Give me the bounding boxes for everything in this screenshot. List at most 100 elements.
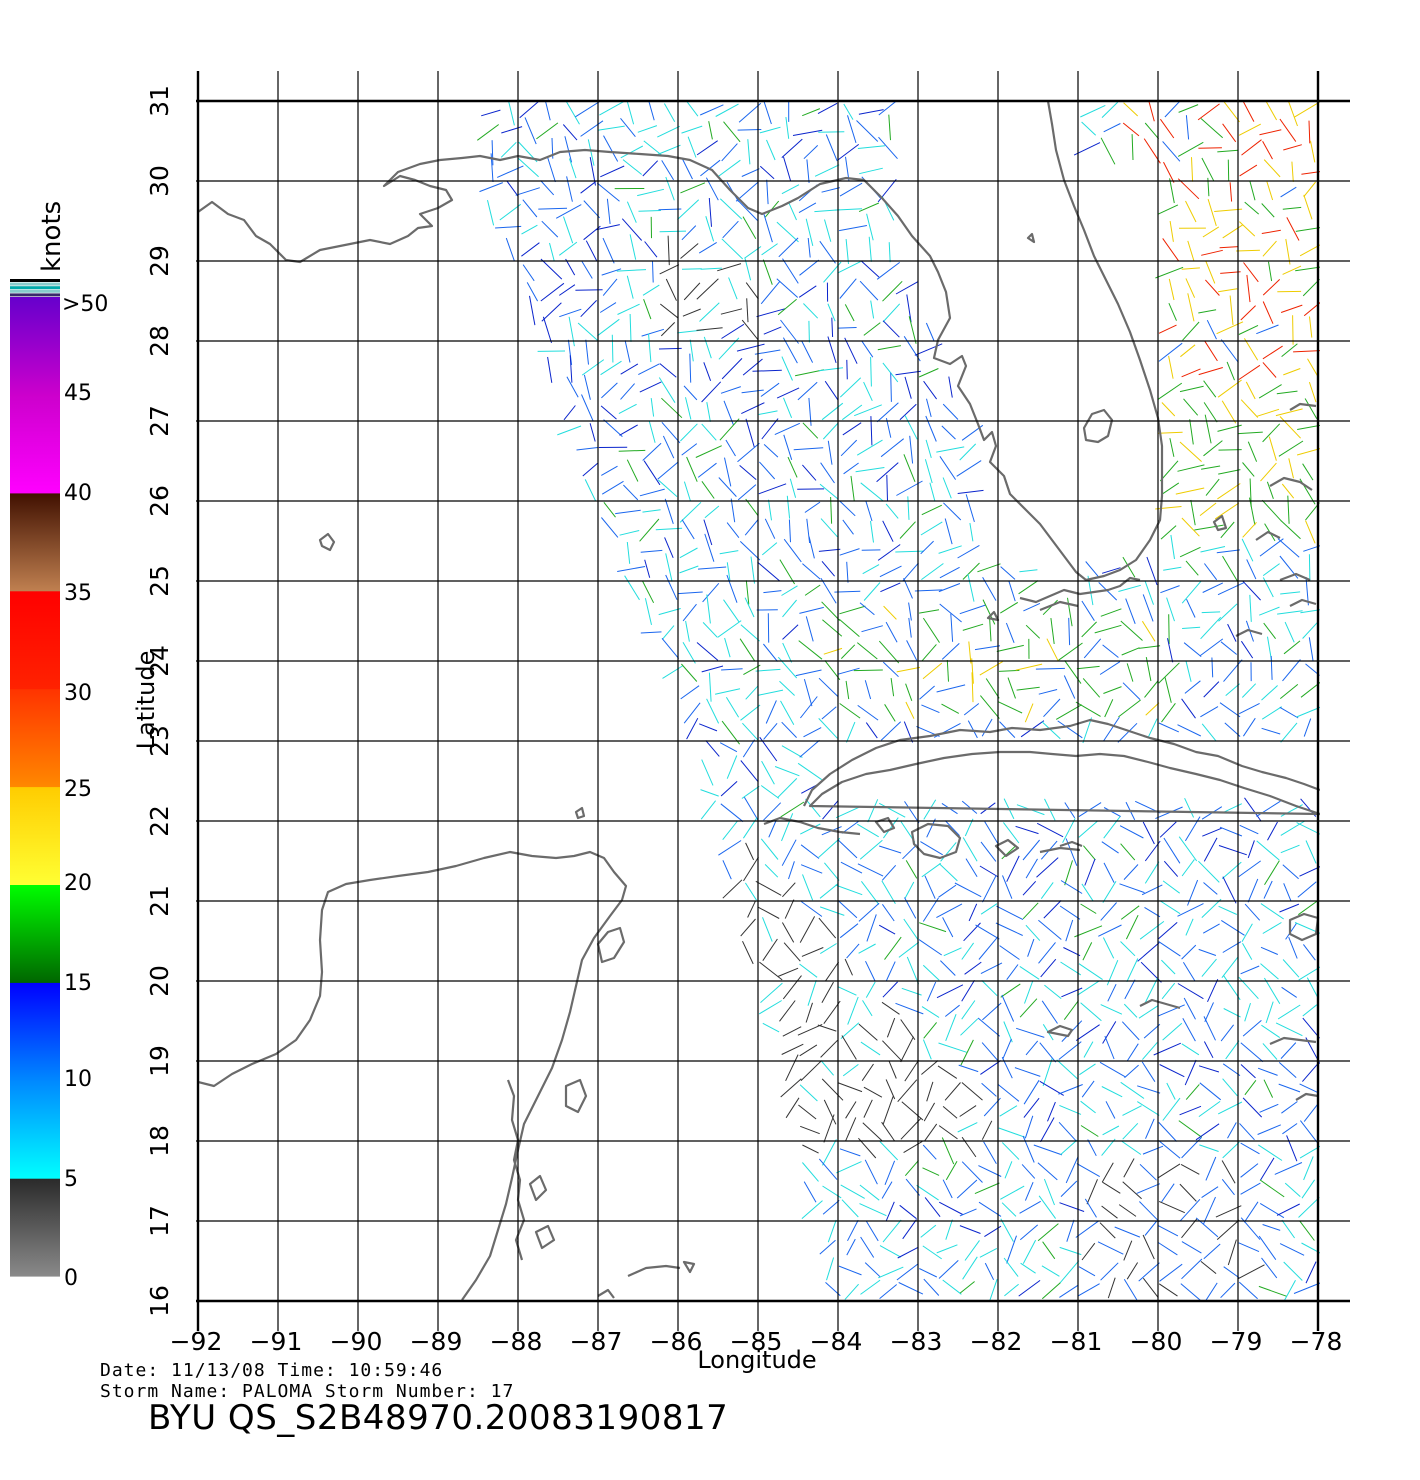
wind-barb [564, 136, 573, 163]
wind-barb [1262, 1224, 1281, 1231]
wind-barb [863, 582, 881, 601]
wind-barb [823, 1099, 837, 1125]
y-tick-label: 19 [145, 1045, 174, 1077]
colorbar-tick-label: 5 [64, 1167, 78, 1192]
wind-barb [643, 140, 662, 156]
wind-barb [1287, 101, 1298, 127]
wind-barb [962, 837, 978, 862]
wind-barb [840, 644, 856, 659]
wind-barb [547, 356, 553, 383]
wind-barb [963, 703, 980, 716]
wind-barb [1120, 1081, 1145, 1099]
wind-barb [960, 1018, 979, 1036]
wind-barb [942, 477, 952, 499]
wind-barb [717, 620, 742, 638]
wind-barb [1041, 1265, 1060, 1277]
wind-barb [1103, 123, 1121, 133]
wind-barb [1198, 860, 1220, 883]
wind-barb [1158, 722, 1180, 733]
wind-barb [759, 165, 775, 180]
wind-barb [1175, 487, 1205, 495]
wind-barb [820, 1039, 838, 1058]
wind-barb [907, 496, 910, 520]
wind-barb [626, 201, 637, 223]
wind-barb [982, 875, 997, 903]
wind-barb [890, 678, 895, 697]
wind-barb [741, 168, 760, 177]
wind-barb [1261, 229, 1281, 234]
wind-barb [1202, 582, 1224, 593]
wind-barb [644, 598, 652, 626]
wind-barb [1099, 661, 1121, 675]
wind-barb [768, 820, 777, 838]
y-tick-label: 28 [145, 325, 174, 357]
wind-barb [859, 602, 875, 616]
wind-barb [652, 261, 654, 283]
wind-barb [742, 940, 754, 965]
wind-barb [720, 308, 743, 315]
wind-barb [1141, 884, 1163, 896]
wind-barb [1085, 561, 1099, 578]
wind-barb [845, 239, 849, 264]
wind-barb [937, 1065, 958, 1079]
wind-barb [920, 841, 943, 856]
wind-barb [658, 377, 676, 403]
wind-barb [783, 538, 802, 563]
wind-barb [961, 979, 975, 1002]
wind-barb [882, 362, 899, 383]
wind-barb [818, 1158, 838, 1180]
wind-barb [948, 376, 953, 398]
wind-barb [1239, 824, 1259, 835]
wind-barb [826, 1257, 835, 1281]
wind-barb [739, 465, 757, 480]
wind-barb [704, 505, 720, 519]
wind-barb [681, 225, 697, 241]
wind-barb [621, 218, 643, 241]
wind-barb [599, 101, 624, 116]
wind-barb [1040, 1117, 1055, 1143]
wind-barb [908, 316, 917, 344]
wind-barb [1198, 367, 1223, 376]
wind-barb [1100, 1262, 1119, 1281]
wind-barb [989, 1279, 998, 1301]
wind-barb [1285, 238, 1291, 265]
wind-barb [839, 605, 866, 615]
wind-barb [798, 202, 817, 214]
wind-barb [726, 562, 731, 581]
wind-barb [701, 381, 722, 403]
wind-barb [1183, 642, 1202, 657]
wind-barb [1201, 465, 1221, 470]
wind-barb [882, 320, 900, 338]
wind-barb [980, 903, 998, 915]
wind-barb [1261, 1024, 1280, 1039]
wind-barb [1303, 1103, 1319, 1122]
wind-barb [1102, 644, 1119, 658]
wind-barb [1181, 1241, 1202, 1254]
wind-barb [1168, 355, 1174, 379]
wind-barb [685, 620, 690, 642]
wind-barb [942, 917, 954, 938]
wind-barb [1249, 594, 1252, 622]
wind-barb [1105, 1101, 1116, 1119]
wind-barb [968, 903, 978, 922]
wind-barb [657, 461, 679, 480]
colorbar-band [10, 297, 60, 396]
wind-barb [1000, 1185, 1025, 1200]
wind-barb [957, 489, 984, 494]
wind-barb [601, 480, 624, 495]
wind-barb [665, 553, 673, 582]
wind-barb [1200, 546, 1226, 553]
wind-barb [922, 1144, 937, 1160]
wind-barb [876, 262, 901, 280]
wind-barb [1219, 246, 1239, 249]
wind-barb [903, 454, 916, 482]
wind-barb [900, 1036, 914, 1063]
wind-barb [1023, 1079, 1040, 1105]
wind-barb [1240, 305, 1256, 321]
wind-barb [1243, 1201, 1259, 1223]
wind-barb [1166, 597, 1175, 622]
wind-barb [1261, 727, 1281, 735]
wind-barb [763, 802, 782, 821]
wind-barb [803, 1181, 817, 1203]
wind-barb [637, 188, 665, 197]
